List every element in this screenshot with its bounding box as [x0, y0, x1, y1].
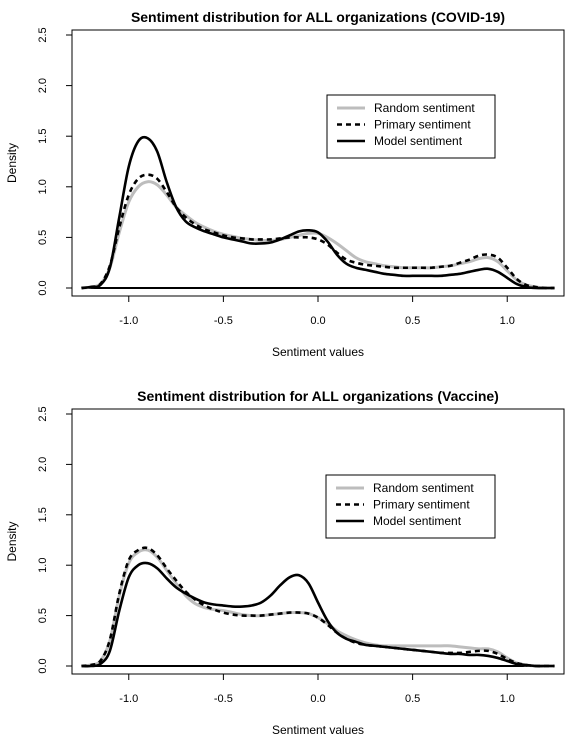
- x-tick-label: 0.0: [310, 315, 325, 327]
- y-tick-label: 1.5: [37, 129, 49, 144]
- y-tick-label: 1.5: [37, 507, 49, 522]
- legend-label: Primary sentiment: [374, 118, 471, 132]
- chart-title: Sentiment distribution for ALL organizat…: [137, 388, 499, 404]
- x-tick-label: 0.5: [405, 315, 420, 327]
- y-tick-label: 0.0: [37, 280, 49, 295]
- legend-box: [325, 474, 496, 539]
- series-line-random-sentiment: [81, 548, 555, 668]
- x-tick-label: -1.0: [119, 693, 138, 705]
- y-axis-label: Density: [5, 143, 19, 183]
- y-tick-label: 2.0: [37, 457, 49, 472]
- legend-label: Primary sentiment: [373, 498, 470, 512]
- x-tick-label: -0.5: [214, 693, 233, 705]
- series-line-primary-sentiment: [81, 546, 555, 668]
- y-tick-label: 0.5: [37, 230, 49, 245]
- series-line-model-sentiment: [81, 561, 555, 668]
- chart-panel-1: Sentiment distribution for ALL organizat…: [5, 9, 565, 359]
- y-tick-label: 0.5: [37, 608, 49, 623]
- legend-box: [326, 94, 496, 159]
- series-line-primary-sentiment: [81, 173, 555, 290]
- y-tick-label: 2.5: [37, 27, 49, 42]
- chart-panel-2: Sentiment distribution for ALL organizat…: [5, 388, 565, 737]
- x-tick-label: 1.0: [500, 315, 515, 327]
- y-tick-label: 1.0: [37, 179, 49, 194]
- series-line-model-sentiment: [81, 135, 555, 290]
- series-line-random-sentiment: [81, 180, 555, 290]
- y-tick-label: 2.5: [37, 406, 49, 421]
- x-tick-label: 0.0: [310, 693, 325, 705]
- legend-label: Model sentiment: [374, 134, 463, 148]
- y-axis-label: Density: [5, 521, 19, 561]
- y-tick-label: 0.0: [37, 658, 49, 673]
- plot-frame: [71, 29, 565, 297]
- x-tick-label: 1.0: [500, 693, 515, 705]
- legend-label: Random sentiment: [373, 481, 474, 495]
- x-tick-label: -0.5: [214, 315, 233, 327]
- x-axis-label: Sentiment values: [272, 723, 364, 736]
- plot-frame: [71, 408, 565, 675]
- x-tick-label: 0.5: [405, 693, 420, 705]
- chart-title: Sentiment distribution for ALL organizat…: [131, 9, 505, 25]
- x-axis-label: Sentiment values: [272, 345, 364, 359]
- legend: Random sentiment Primary sentiment Model s…: [325, 474, 496, 539]
- legend-label: Random sentiment: [374, 101, 475, 115]
- legend: Random sentiment Primary sentiment Model s…: [326, 94, 496, 159]
- y-tick-label: 1.0: [37, 558, 49, 573]
- y-tick-label: 2.0: [37, 78, 49, 93]
- x-tick-label: -1.0: [119, 315, 138, 327]
- legend-label: Model sentiment: [373, 514, 462, 528]
